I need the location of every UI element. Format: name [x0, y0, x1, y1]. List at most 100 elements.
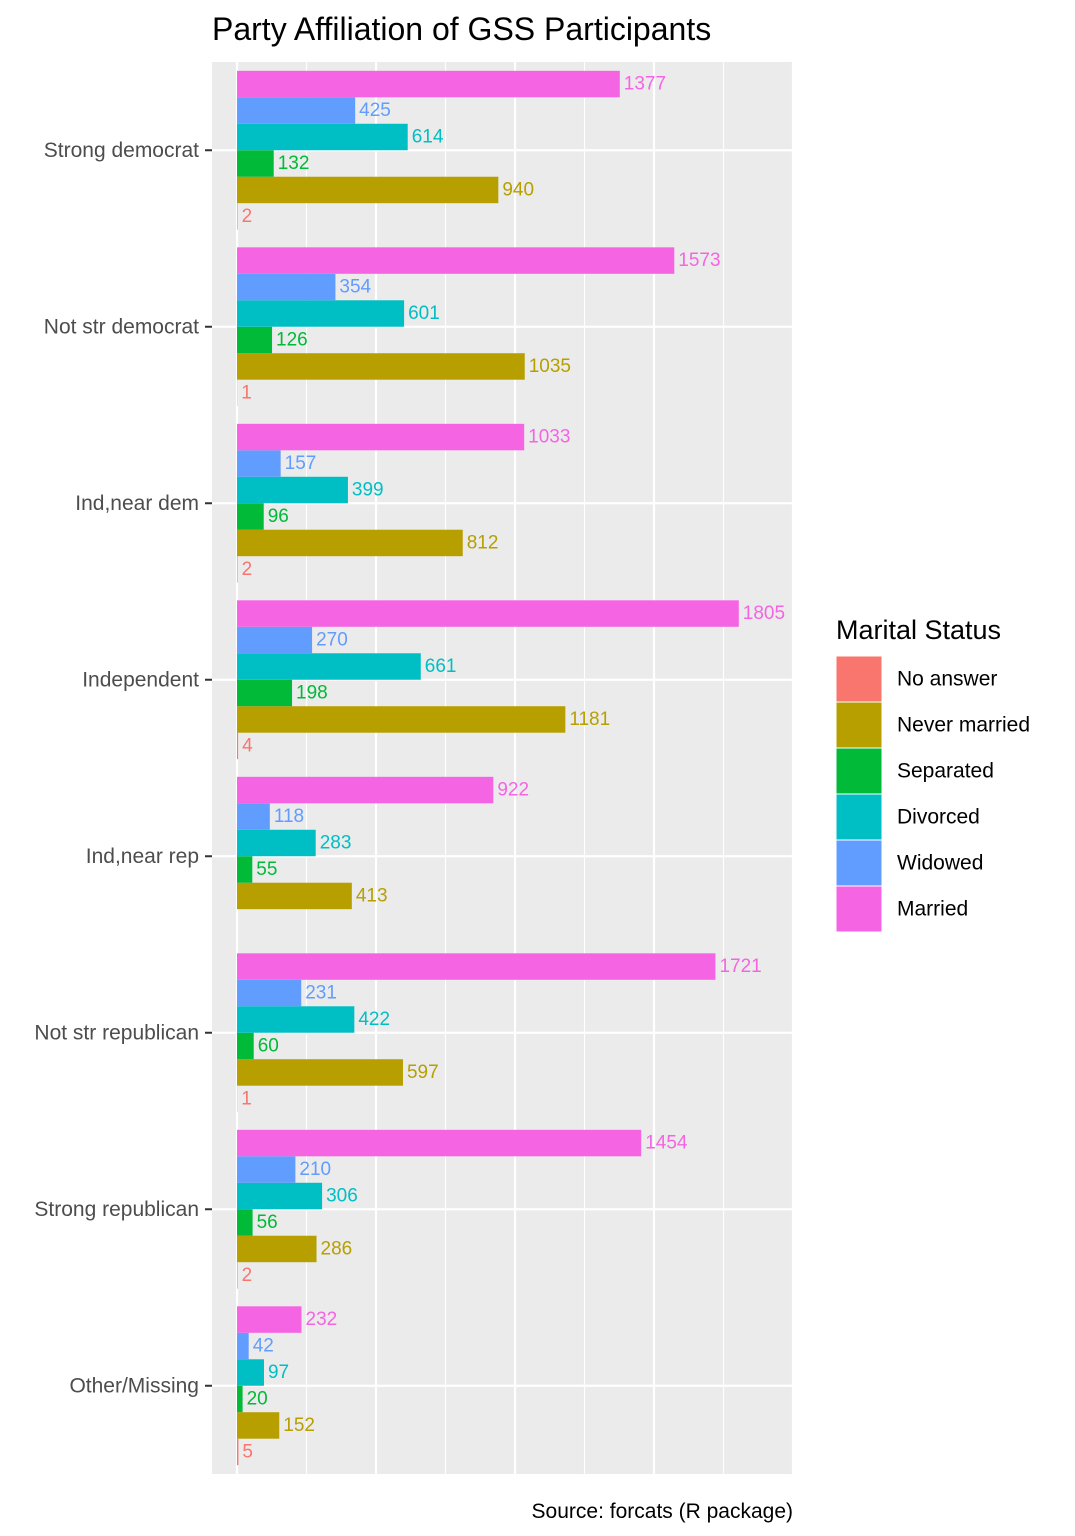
- bar-value-label: 97: [268, 1362, 289, 1383]
- bar: [237, 1006, 355, 1033]
- bar-value-label: 210: [299, 1159, 331, 1180]
- bar: [237, 450, 281, 477]
- bar: [237, 97, 356, 124]
- bar: [237, 150, 274, 177]
- bar: [237, 732, 239, 760]
- bar-value-label: 425: [359, 100, 391, 121]
- bar: [237, 1235, 317, 1263]
- bar: [237, 176, 499, 204]
- grid-lines: [212, 62, 795, 1474]
- bar-value-label: 601: [408, 303, 440, 324]
- bars: [237, 70, 739, 1466]
- chart-caption: Source: forcats (R package): [532, 1500, 793, 1523]
- bar: [237, 247, 675, 274]
- bar-value-label: 56: [257, 1212, 278, 1233]
- legend-entry-label: Widowed: [897, 852, 983, 875]
- bar-value-label: 1721: [719, 956, 761, 977]
- bar: [237, 300, 405, 327]
- bar: [237, 626, 313, 654]
- bar: [237, 1412, 280, 1439]
- bar: [237, 653, 421, 680]
- bar-value-label: 1035: [529, 356, 571, 377]
- legend-entry-label: Separated: [897, 760, 994, 783]
- bar-value-label: 922: [497, 780, 529, 801]
- y-tick-label: Independent: [82, 668, 199, 691]
- bar-value-label: 1: [241, 382, 252, 403]
- bar-value-label: 270: [316, 630, 348, 651]
- bar-value-label: 286: [321, 1238, 353, 1259]
- bar: [237, 1385, 243, 1413]
- bar-value-label: 126: [276, 329, 308, 350]
- bar-value-label: 60: [258, 1035, 279, 1056]
- legend-swatch: [835, 655, 883, 703]
- y-axis: Strong democrat Not str democrat Ind,near …: [34, 139, 212, 1397]
- bar-value-label: 55: [256, 859, 277, 880]
- chart-title: Party Affiliation of GSS Participants: [212, 11, 711, 47]
- legend-entry-label: Never married: [897, 714, 1030, 737]
- legend-swatch: [835, 885, 883, 933]
- legend: Marital Status No answer Never married Sep…: [835, 615, 1030, 933]
- y-tick-label: Strong republican: [34, 1198, 199, 1221]
- bar: [237, 1262, 238, 1289]
- bar-value-label: 1377: [624, 74, 666, 95]
- bar: [237, 1332, 249, 1360]
- bar-value-label: 42: [253, 1336, 274, 1357]
- bar: [237, 1209, 253, 1236]
- bar-value-label: 157: [285, 453, 317, 474]
- bar-value-label: 2: [242, 1265, 253, 1286]
- bar: [237, 1032, 254, 1060]
- bar: [237, 273, 336, 301]
- bar-value-label: 231: [305, 983, 337, 1004]
- bar: [237, 679, 293, 707]
- y-tick-label: Ind,near dem: [75, 492, 199, 515]
- bar: [237, 1156, 296, 1183]
- bar-value-label: 1033: [528, 427, 570, 448]
- bar-value-label: 2: [242, 559, 253, 580]
- bar-value-label: 118: [274, 806, 304, 827]
- bar: [237, 1129, 642, 1157]
- bar: [237, 1306, 302, 1333]
- bar-value-label: 1454: [645, 1133, 688, 1154]
- bar: [237, 882, 352, 910]
- bar: [237, 70, 620, 98]
- bar: [237, 423, 525, 451]
- bar-value-label: 614: [412, 127, 444, 148]
- bar-value-label: 940: [502, 179, 534, 200]
- bar: [237, 529, 463, 557]
- bar-value-label: 413: [356, 885, 388, 906]
- bar: [237, 1182, 323, 1210]
- legend-entry-label: No answer: [897, 668, 997, 691]
- bar: [237, 556, 238, 583]
- bar-value-label: 1573: [678, 250, 720, 271]
- bar-value-label: 306: [326, 1186, 358, 1207]
- bar-value-label: 152: [283, 1415, 315, 1436]
- bar: [237, 503, 264, 530]
- bar: [237, 1438, 239, 1466]
- bar: [237, 706, 566, 733]
- bar: [237, 123, 408, 151]
- bar: [237, 979, 302, 1007]
- bar-value-label: 96: [268, 506, 289, 527]
- legend-title: Marital Status: [836, 615, 1001, 645]
- bar: [237, 1359, 264, 1386]
- bar-value-label: 4: [242, 735, 253, 756]
- bar: [237, 203, 238, 230]
- bar-value-label: 597: [407, 1062, 439, 1083]
- bar: [237, 600, 739, 627]
- bar-value-label: 812: [467, 532, 499, 553]
- bar-labels: 2940132614425137711035126601354157328129…: [241, 74, 785, 1463]
- legend-swatch: [835, 701, 883, 749]
- bar: [237, 829, 316, 857]
- bar-value-label: 1181: [569, 709, 610, 730]
- bar-value-label: 661: [425, 656, 457, 677]
- bar-value-label: 283: [320, 833, 352, 854]
- bar: [237, 803, 270, 830]
- bar-value-label: 2: [242, 206, 253, 227]
- bar-value-label: 399: [352, 480, 384, 501]
- bar: [237, 353, 525, 380]
- legend-entry-label: Divorced: [897, 806, 980, 829]
- legend-swatch: [835, 793, 883, 841]
- y-tick-label: Not str democrat: [44, 315, 199, 338]
- y-tick-label: Not str republican: [34, 1021, 199, 1044]
